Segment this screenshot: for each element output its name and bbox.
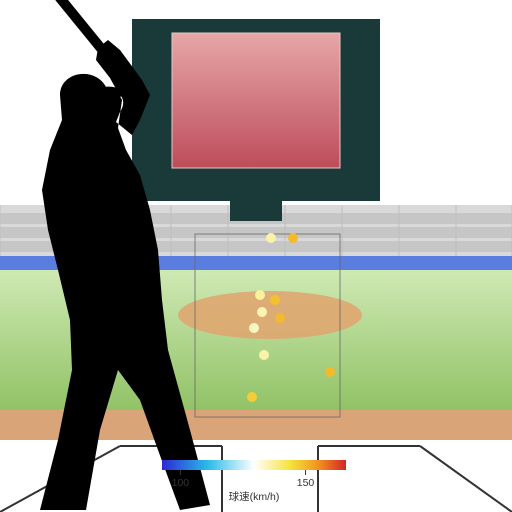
scoreboard-neck [230, 201, 282, 221]
scale-tick-label: 150 [297, 477, 315, 489]
pitch-marker [247, 392, 257, 402]
pitch-marker [249, 323, 259, 333]
pitch-marker [325, 367, 335, 377]
pitch-marker [275, 313, 285, 323]
pitch-marker [259, 350, 269, 360]
pitch-marker [255, 290, 265, 300]
pitch-marker [288, 233, 298, 243]
speed-colorbar [162, 460, 346, 470]
pitch-location-infographic: 100 150 球速(km/h) [0, 0, 512, 512]
pitch-marker [257, 307, 267, 317]
pitchers-mound [178, 291, 362, 339]
pitch-marker [266, 233, 276, 243]
scale-tick-label: 100 [172, 477, 190, 489]
scoreboard-screen [172, 33, 340, 168]
pitch-marker [270, 295, 280, 305]
scale-axis-label: 球速(km/h) [229, 490, 280, 503]
